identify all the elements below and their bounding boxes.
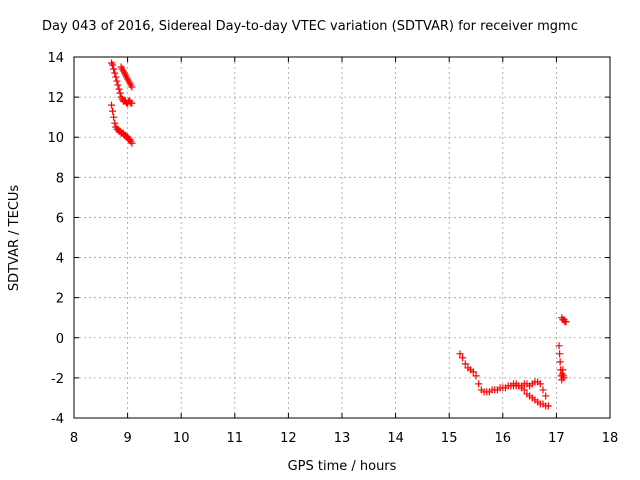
data-point: [110, 65, 118, 73]
data-point: [556, 358, 564, 366]
x-tick-label: 11: [227, 431, 244, 446]
data-point: [109, 107, 117, 115]
y-tick-label: 4: [56, 252, 64, 267]
data-point: [111, 119, 119, 127]
data-point: [539, 386, 547, 394]
data-point: [109, 61, 117, 69]
data-point: [562, 318, 570, 326]
x-tick-label: 18: [602, 431, 619, 446]
y-tick-label: -4: [51, 412, 64, 427]
data-point: [113, 77, 121, 85]
data-point: [456, 350, 464, 358]
axis-ticks: 8 9 10 11 12 13 14 15 16 17 18 -4 -2 0 2 4 6 8 10 12 14: [47, 51, 618, 446]
data-point: [459, 354, 467, 362]
data-point: [114, 81, 122, 89]
x-tick-label: 10: [173, 431, 190, 446]
data-point: [469, 368, 477, 376]
x-tick-label: 9: [123, 431, 131, 446]
x-tick-label: 14: [387, 431, 404, 446]
x-axis-label: GPS time / hours: [288, 459, 397, 474]
data-point: [472, 372, 480, 380]
data-point: [556, 350, 564, 358]
data-point: [560, 374, 568, 382]
data-point: [116, 89, 124, 97]
x-tick-label: 16: [495, 431, 512, 446]
data-point: [111, 69, 119, 77]
data-point: [536, 380, 544, 388]
data-points: [108, 59, 570, 410]
x-tick-label: 15: [441, 431, 458, 446]
y-axis-label: SDTVAR / TECUs: [7, 185, 22, 292]
chart-title: Day 043 of 2016, Sidereal Day-to-day VTE…: [42, 19, 578, 34]
data-point: [559, 366, 567, 374]
y-tick-label: 0: [56, 332, 64, 347]
x-tick-label: 17: [548, 431, 565, 446]
grid: [74, 57, 610, 418]
x-tick-label: 8: [70, 431, 78, 446]
data-point: [112, 73, 120, 81]
data-point: [128, 139, 136, 147]
y-tick-label: 12: [47, 91, 64, 106]
data-point: [461, 360, 469, 368]
x-tick-label: 12: [280, 431, 297, 446]
data-point: [544, 402, 552, 410]
data-point: [108, 101, 116, 109]
data-point: [110, 113, 118, 121]
y-tick-label: 6: [56, 211, 64, 226]
y-tick-label: 8: [56, 171, 64, 186]
x-tick-label: 13: [334, 431, 351, 446]
y-tick-label: 14: [47, 51, 64, 66]
y-tick-label: 10: [47, 131, 64, 146]
data-point: [128, 99, 136, 107]
data-point: [542, 392, 550, 400]
data-point: [520, 386, 528, 394]
y-tick-label: 2: [56, 292, 64, 307]
data-point: [555, 342, 563, 350]
data-point: [128, 83, 136, 91]
y-tick-label: -2: [51, 372, 64, 387]
data-point: [115, 85, 123, 93]
data-point: [475, 380, 483, 388]
